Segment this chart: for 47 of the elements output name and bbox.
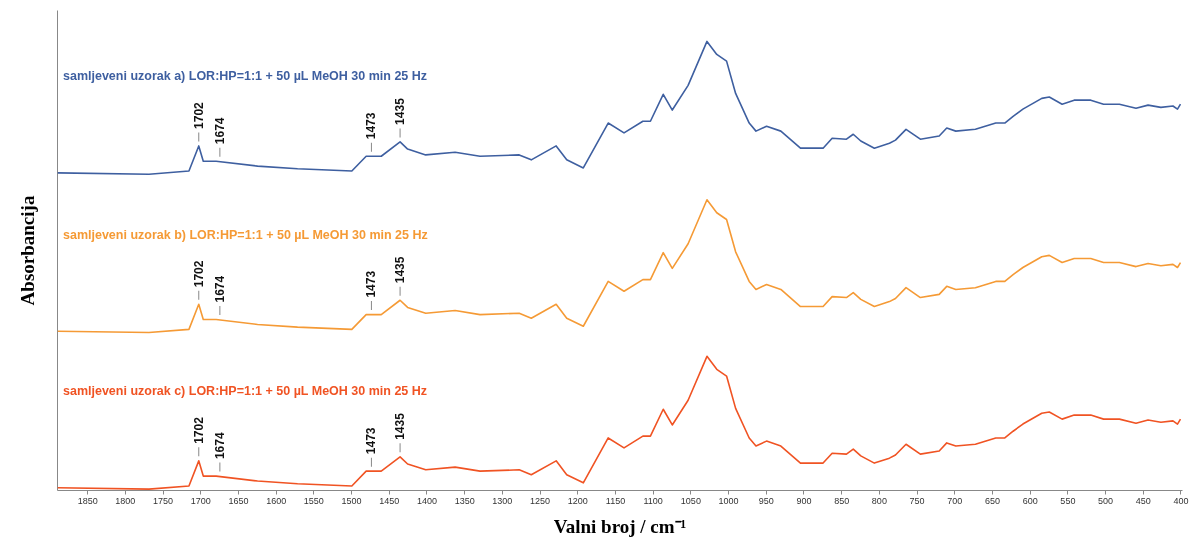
x-tick-label: 400 (1173, 495, 1189, 506)
annotation: 1435 (393, 256, 408, 284)
x-tick-label: 1050 (680, 495, 701, 506)
annotation: 1473 (364, 427, 379, 455)
x-tick-label: 500 (1098, 495, 1114, 506)
x-tick-label: 1100 (643, 495, 663, 506)
x-tick-label: 1400 (416, 495, 437, 506)
x-tick-label: 1850 (77, 495, 98, 506)
x-tick-label: 1000 (718, 495, 739, 506)
x-tick-label: 1300 (492, 495, 513, 506)
x-tick-label: 1800 (115, 495, 136, 506)
x-tick-label: 900 (796, 495, 812, 506)
x-tick-label: 1750 (153, 495, 174, 506)
annotation: 1435 (393, 412, 408, 440)
x-tick-label: 1150 (605, 495, 626, 506)
text: samljeveni uzorak b) LOR:HP=1:1 + 50 µL MeOH 30 min 25 Hz (63, 227, 428, 242)
annotation: 1435 (393, 97, 408, 125)
text: samljeveni uzorak c) LOR:HP=1:1 + 50 µL MeOH 30 min 25 Hz (63, 384, 428, 399)
x-tick-label: 550 (1060, 495, 1076, 506)
annotation: 1702 (191, 260, 206, 288)
annotation: 1702 (191, 416, 206, 444)
annotation: 1674 (212, 117, 227, 145)
x-tick-label: 1250 (530, 495, 551, 506)
x-tick-label: 1450 (379, 495, 400, 506)
annotation: 1674 (212, 275, 227, 303)
x-tick-label: 850 (834, 495, 850, 506)
x-tick-label: 450 (1135, 495, 1151, 506)
annotation: 1702 (191, 101, 206, 129)
annotation: 1473 (364, 112, 379, 140)
annotation: 1473 (364, 270, 379, 298)
x-tick-label: 1650 (228, 495, 249, 506)
x-tick-label: 950 (758, 495, 774, 506)
x-tick-label: 750 (909, 495, 925, 506)
x-tick-label: 650 (984, 495, 1000, 506)
x-tick-label: 800 (871, 495, 887, 506)
annotation: 1674 (212, 432, 227, 460)
x-tick-label: 1200 (567, 495, 588, 506)
y-axis-title: Absorbancija (16, 195, 38, 306)
x-tick-label: 1700 (190, 495, 211, 506)
x-tick-label: 1600 (266, 495, 287, 506)
x-tick-label: 1550 (303, 495, 324, 506)
x-tick-label: 600 (1022, 495, 1038, 506)
x-tick-label: 1350 (454, 495, 475, 506)
text: samljeveni uzorak a) LOR:HP=1:1 + 50 µL MeOH 30 min 25 Hz (63, 69, 428, 84)
x-tick-label: 1500 (341, 495, 362, 506)
x-axis-title: Valni broj / cm⁻¹ (553, 515, 687, 537)
x-tick-label: 700 (947, 495, 963, 506)
